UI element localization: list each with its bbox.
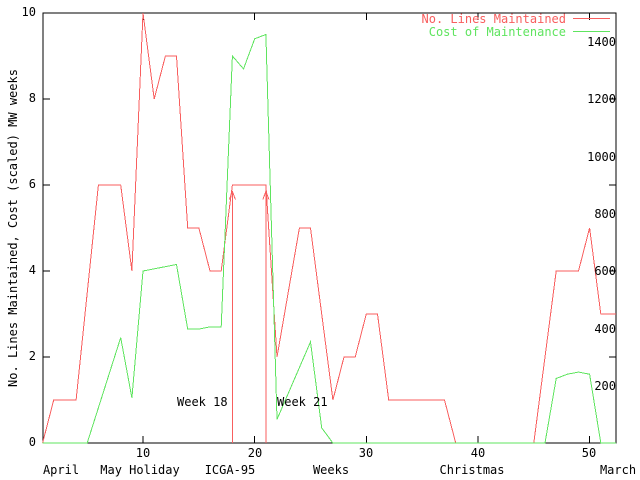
x-axis-title: Weeks	[312, 463, 350, 477]
x-tick-label: 50	[581, 446, 597, 460]
legend: No. Lines Maintained Cost of Maintenance	[421, 11, 610, 39]
y-tick-label: 6	[28, 177, 36, 191]
x-event-label: May Holiday	[100, 463, 180, 477]
y-axis-title: No. Lines Maintained, Cost (scaled) MW w…	[6, 69, 20, 387]
x-event-label: March	[599, 463, 637, 477]
legend-entry: No. Lines Maintained	[421, 11, 610, 26]
x-tick-label: 10	[135, 446, 151, 460]
y-tick-label: 2	[28, 349, 36, 363]
y2-tick-label: 600	[594, 264, 616, 278]
y-tick-label: 10	[21, 5, 36, 19]
y2-tick-label: 1000	[587, 150, 616, 164]
legend-label: No. Lines Maintained	[421, 11, 567, 26]
y-tick-label: 4	[28, 263, 36, 277]
x-tick-label: 20	[247, 446, 263, 460]
legend-label: Cost of Maintenance	[428, 24, 566, 39]
legend-line-sample	[573, 31, 610, 32]
legend-line-sample	[573, 18, 610, 19]
legend-entry: Cost of Maintenance	[422, 24, 610, 39]
y2-tick-label: 200	[594, 379, 616, 393]
x-event-label: Christmas	[439, 463, 505, 477]
y2-tick-label: 1400	[587, 35, 616, 49]
x-event-label: April	[42, 463, 80, 477]
annotation-week-18: Week 18	[177, 395, 228, 409]
y-tick-label: 8	[28, 91, 36, 105]
annotation-week-21: Week 21	[277, 395, 328, 409]
y2-tick-label: 1200	[587, 92, 616, 106]
x-tick-label: 40	[470, 446, 486, 460]
x-event-label: ICGA-95	[204, 463, 256, 477]
y2-tick-label: 800	[594, 207, 616, 221]
y-tick-label: 0	[28, 435, 36, 449]
x-tick-label: 30	[358, 446, 374, 460]
y2-tick-label: 400	[594, 322, 616, 336]
